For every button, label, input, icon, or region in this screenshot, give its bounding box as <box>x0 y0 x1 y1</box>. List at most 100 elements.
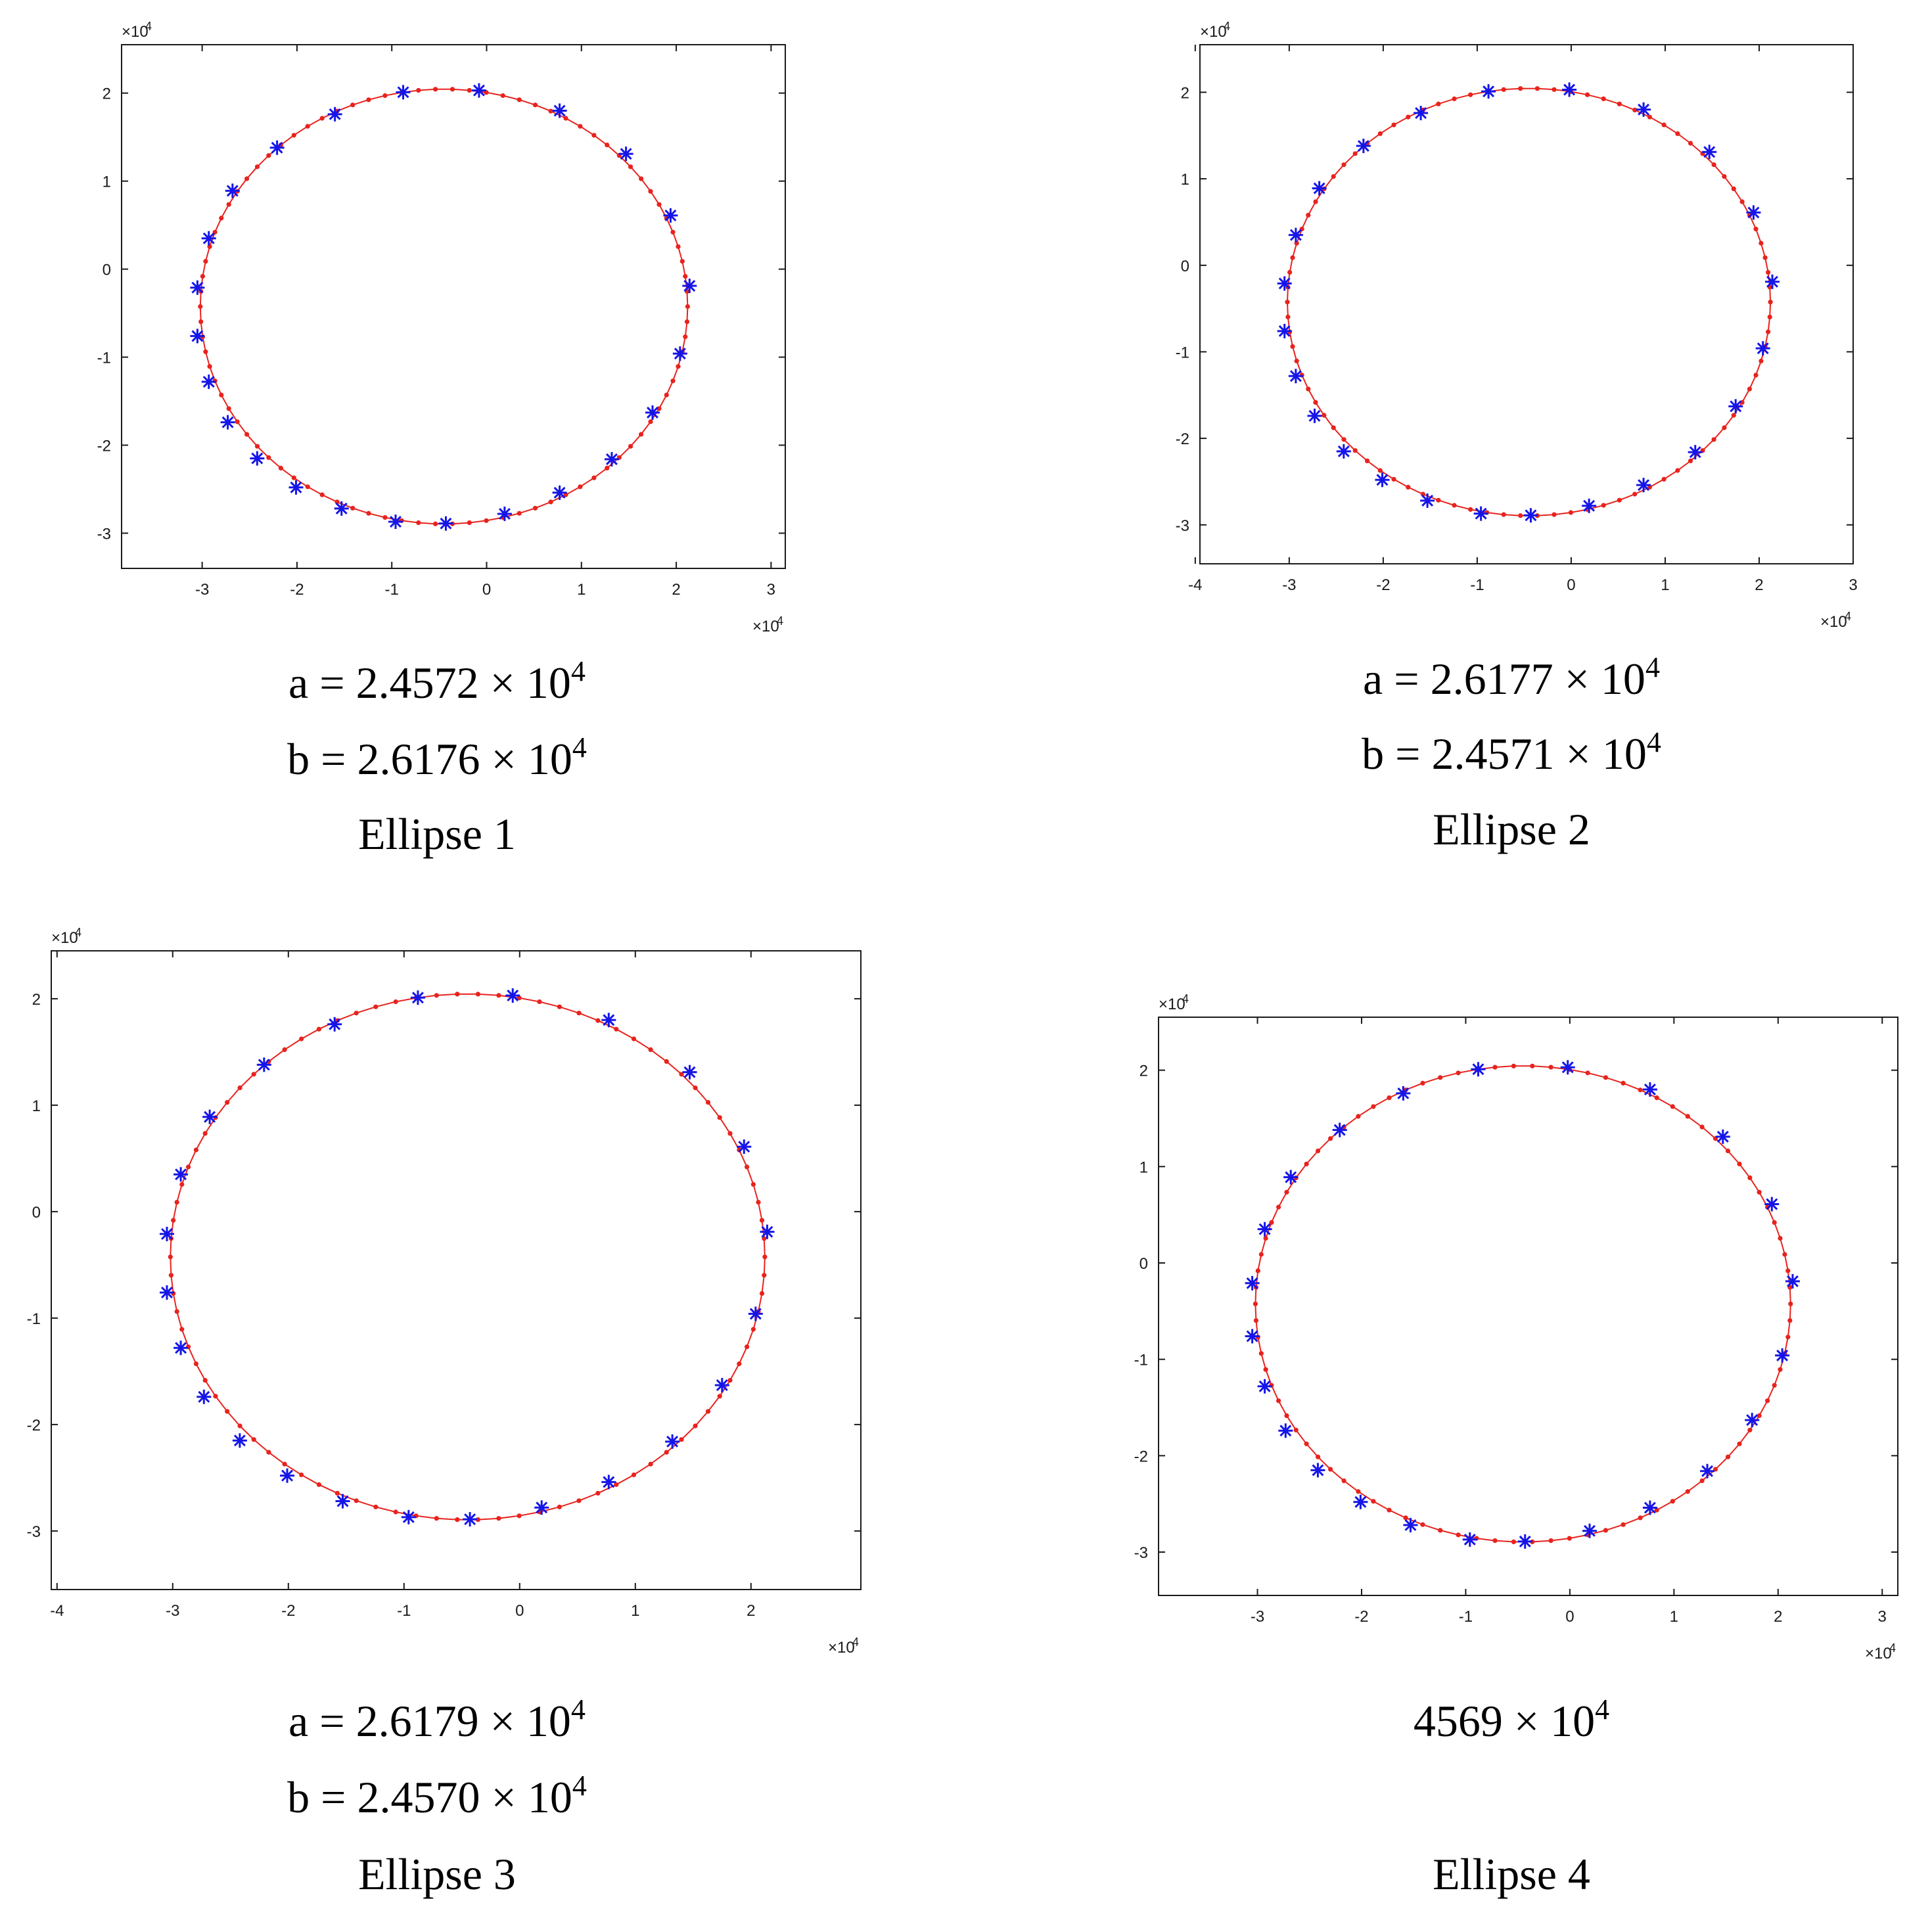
fitted-ellipse-point <box>1294 358 1299 364</box>
caption-text: b = 2.4571 × 10 <box>1362 729 1647 779</box>
fitted-ellipse-point <box>251 1437 256 1442</box>
star-stroke <box>390 516 402 528</box>
star-marker <box>220 415 235 430</box>
fitted-ellipse-point <box>393 999 398 1005</box>
caption-text: a = 2.4572 × 10 <box>288 658 571 708</box>
star-marker <box>1582 498 1597 513</box>
chart-title: Ellipse 1 <box>358 809 516 859</box>
fitted-ellipse-point <box>762 1254 768 1260</box>
fitted-ellipse-point <box>1747 386 1752 392</box>
fitted-ellipse-point <box>1501 512 1506 517</box>
star-marker <box>1396 1086 1411 1101</box>
fitted-ellipse-point <box>1638 1515 1643 1521</box>
caption-line: b = 2.4570 × 104 <box>287 1770 587 1822</box>
star-marker <box>1700 1463 1715 1478</box>
star-stroke <box>1519 1535 1531 1547</box>
star-marker <box>604 451 619 467</box>
star-marker <box>173 1340 189 1356</box>
star-stroke <box>603 1014 615 1026</box>
star-stroke <box>1638 479 1650 492</box>
x-tick-label: 2 <box>1774 1608 1782 1626</box>
x-tick-label: -4 <box>1188 576 1202 594</box>
fitted-ellipse-point <box>595 1490 601 1496</box>
x-multiplier: ×10 <box>1820 613 1847 631</box>
star-stroke <box>1776 1349 1789 1362</box>
star-stroke <box>1337 445 1350 457</box>
y-tick-label: -2 <box>27 1417 41 1434</box>
star-marker <box>232 1433 247 1448</box>
fitted-ellipse-point <box>679 259 685 264</box>
star-stroke <box>605 453 618 465</box>
star-marker <box>645 405 660 420</box>
x-multiplier-exponent: 4 <box>777 614 783 628</box>
fitted-ellipse-point <box>693 1423 698 1429</box>
star-stroke <box>683 1066 696 1078</box>
fitted-ellipse-point <box>1306 386 1311 392</box>
star-stroke <box>258 1059 270 1071</box>
fitted-ellipse-point <box>548 108 553 114</box>
star-stroke <box>666 1435 679 1448</box>
star-stroke <box>1766 275 1778 288</box>
fitted-ellipse-point <box>1468 507 1473 512</box>
star-marker <box>1642 1500 1657 1515</box>
fitted-ellipse-point <box>1352 448 1358 453</box>
x-tick-label: 2 <box>747 1602 755 1620</box>
y-tick-label: 1 <box>1181 171 1189 189</box>
fitted-ellipse-point <box>676 364 681 369</box>
fitted-ellipse-point <box>1753 226 1759 232</box>
fitted-ellipse-point <box>1603 1075 1608 1080</box>
star-marker <box>1473 506 1488 521</box>
fitted-ellipse-point <box>1420 1080 1425 1086</box>
fitted-ellipse-point <box>614 1026 619 1032</box>
star-marker <box>748 1306 763 1321</box>
fitted-ellipse-point <box>1778 1367 1783 1372</box>
star-marker <box>1765 274 1780 289</box>
y-tick-label: 1 <box>1139 1158 1148 1176</box>
star-marker <box>201 375 216 390</box>
y-tick-label: 2 <box>103 85 111 103</box>
fitted-ellipse-point <box>1722 174 1727 179</box>
fitted-ellipse-point <box>1365 458 1370 464</box>
fitted-ellipse-point <box>1518 513 1523 518</box>
y-tick-label: -3 <box>27 1523 41 1541</box>
x-multiplier: ×10 <box>828 1639 855 1657</box>
fitted-ellipse-point <box>1436 497 1441 503</box>
caption-exponent: 4 <box>1645 651 1660 683</box>
y-tick-label: -1 <box>1176 344 1189 361</box>
star-stroke <box>716 1379 728 1391</box>
star-marker <box>1560 1060 1575 1075</box>
x-multiplier: ×10 <box>752 618 779 635</box>
x-tick-label: 2 <box>672 581 680 599</box>
star-marker <box>682 279 697 294</box>
y-multiplier-exponent: 4 <box>75 926 81 939</box>
fitted-ellipse-point <box>605 143 610 148</box>
fitted-ellipse-point <box>193 1147 198 1153</box>
caption-line: b = 2.6176 × 104 <box>287 731 587 784</box>
fitted-ellipse-point <box>1331 174 1336 179</box>
fitted-ellipse-point <box>664 1059 669 1064</box>
y-tick-label: 2 <box>1181 84 1189 102</box>
x-multiplier-exponent: 4 <box>1889 1641 1896 1655</box>
star-stroke <box>472 84 485 97</box>
caption-line: a = 2.4572 × 104 <box>288 655 586 708</box>
star-stroke <box>1644 1501 1656 1514</box>
x-tick-label: -3 <box>195 581 209 599</box>
fitted-ellipse-point <box>750 1181 756 1187</box>
fitted-ellipse-point <box>737 1361 742 1367</box>
star-stroke <box>1472 1063 1484 1076</box>
fitted-ellipse-point <box>416 87 421 93</box>
fitted-ellipse-point <box>203 349 208 354</box>
fitted-ellipse-point <box>1759 240 1764 246</box>
star-marker <box>1420 493 1435 508</box>
star-marker <box>388 515 403 530</box>
star-stroke <box>402 1511 415 1523</box>
star-marker <box>737 1139 752 1155</box>
fitted-ellipse-point <box>484 518 489 523</box>
fitted-ellipse-point <box>1316 1148 1321 1154</box>
star-marker <box>201 231 216 246</box>
star-stroke <box>161 1227 173 1240</box>
star-stroke <box>647 406 658 419</box>
fitted-ellipse-point <box>727 1378 733 1383</box>
star-marker <box>1414 106 1429 121</box>
star-stroke <box>1475 507 1487 520</box>
